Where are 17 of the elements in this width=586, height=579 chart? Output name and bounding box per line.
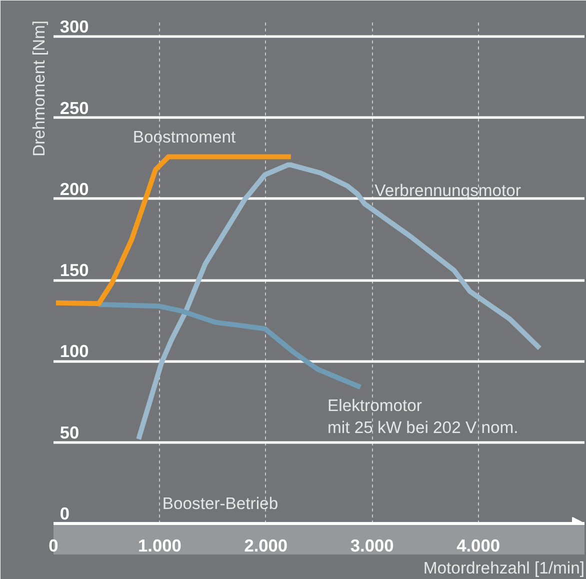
series-label: Verbrennungsmotor xyxy=(374,180,522,200)
y-tick-label: 50 xyxy=(60,422,80,442)
y-tick-label: 250 xyxy=(60,98,89,118)
x-tick-label: 1.000 xyxy=(138,536,182,556)
series-label: Boostmoment xyxy=(132,127,236,146)
annotation: Booster-Betrieb xyxy=(162,494,278,513)
x-tick-label: 2.000 xyxy=(244,536,288,556)
y-tick-label: 150 xyxy=(60,260,89,280)
x-tick-label: 3.000 xyxy=(350,536,394,556)
x-tick-label: 4.000 xyxy=(456,536,500,556)
series-label: Elektromotor mit 25 kW bei 202 V nom. xyxy=(328,396,518,438)
y-tick-label: 300 xyxy=(60,16,89,37)
y-axis-title: Drehmoment [Nm] xyxy=(30,20,48,157)
x-axis-title: Motordrehzahl [1/min] xyxy=(423,558,585,578)
y-tick-label: 200 xyxy=(60,178,89,199)
y-tick-label: 100 xyxy=(60,341,89,362)
y-tick-label: 0 xyxy=(60,504,70,524)
